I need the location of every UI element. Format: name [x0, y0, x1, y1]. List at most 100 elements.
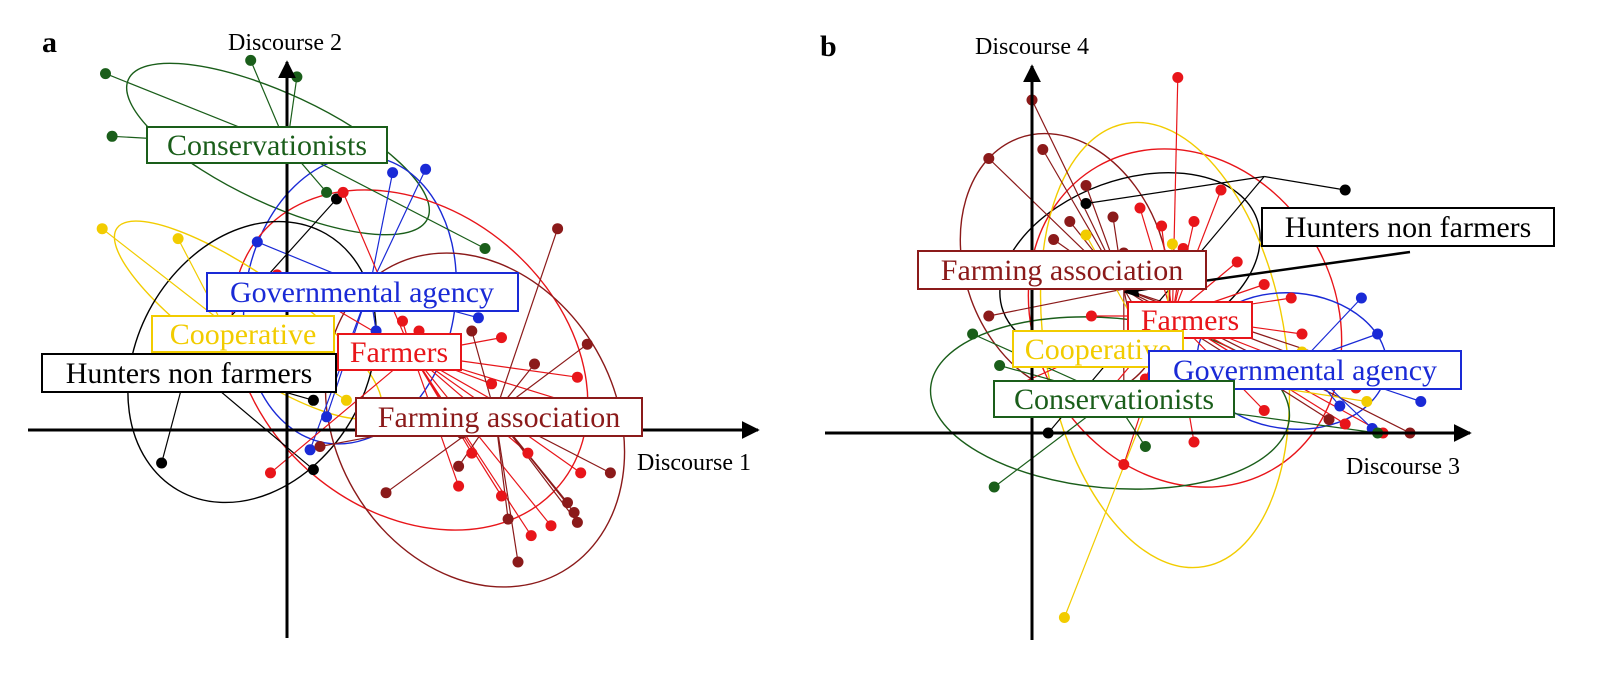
- label-text: Conservationists: [1014, 383, 1214, 416]
- panel-a-label-farming-association: Farming association: [355, 397, 643, 437]
- conservationists-point: [994, 360, 1006, 371]
- panel-b-points: [967, 72, 1427, 623]
- governmental-agency-point: [1334, 400, 1346, 412]
- label-text: Hunters non farmers: [1285, 211, 1532, 244]
- conservationists-point: [106, 130, 118, 142]
- hunters-non-farmers-spoke: [1264, 175, 1346, 191]
- farmers-point: [453, 480, 465, 492]
- label-box: [337, 333, 462, 371]
- label-box: [151, 315, 335, 353]
- panel-b: b Discourse 4 Discourse 3 Hunters non fa…: [820, 30, 1555, 640]
- conservationists-point: [100, 68, 111, 80]
- panel-b-letter: b: [820, 30, 837, 63]
- panel-b-x-axis-title: Discourse 3: [1346, 454, 1460, 480]
- label-text: Cooperative: [170, 318, 317, 351]
- hunters-ellipse: [127, 220, 377, 504]
- farmers-point: [397, 315, 408, 327]
- cooperative-point: [96, 223, 108, 235]
- panel-b-label-farming-association: Farming association: [917, 250, 1207, 290]
- label-text: Cooperative: [1025, 333, 1172, 366]
- panel-a-x-axis-title: Discourse 1: [637, 450, 751, 476]
- panel-a: a Discourse 2 Discourse 1 Conservationis…: [28, 26, 760, 638]
- cooperative-point: [340, 394, 352, 406]
- governmental-agency-point: [1415, 396, 1427, 407]
- farming-association-point: [529, 358, 540, 370]
- farmers-point: [265, 467, 276, 479]
- label-box: [917, 250, 1207, 290]
- farming-association-point: [1037, 144, 1049, 155]
- farming-association-spoke: [494, 413, 519, 563]
- panel-a-label-hunters-non-farmers: Hunters non farmers: [41, 353, 337, 393]
- panel-a-letter: a: [42, 26, 57, 59]
- farming-association-point: [1048, 234, 1060, 245]
- governmental-agency-point: [1355, 292, 1367, 304]
- label-box: [355, 397, 643, 437]
- farming-association-point: [983, 310, 995, 322]
- governmental-agency-point: [472, 312, 484, 324]
- conservationists-point: [245, 54, 257, 66]
- governmental-agency-point: [387, 167, 399, 179]
- conservationists-point: [1139, 441, 1151, 452]
- farmers-point: [466, 447, 478, 459]
- panel-a-label-cooperative: Cooperative: [151, 315, 335, 353]
- farmers-point: [571, 371, 583, 383]
- farmers-point: [545, 520, 557, 532]
- farming-association-ellipse: [324, 252, 626, 588]
- farmers-point: [1188, 216, 1200, 227]
- farming-association-point: [581, 338, 593, 350]
- farmers-point: [496, 332, 507, 344]
- hunters-non-farmers-point: [307, 464, 319, 476]
- governmental-agency-spoke: [368, 169, 427, 289]
- farming-association-point: [314, 441, 326, 452]
- governmental-agency-point: [304, 444, 316, 456]
- farming-association-point: [380, 487, 392, 499]
- label-text: Conservationists: [167, 129, 367, 162]
- label-text: Governmental agency: [230, 276, 494, 309]
- hunters-non-farmers-point: [307, 394, 319, 406]
- governmental-agency-point: [420, 163, 432, 175]
- label-text: Farmers: [350, 336, 448, 369]
- cooperative-point: [1166, 238, 1178, 250]
- panel-a-label-farmers: Farmers: [337, 333, 462, 371]
- farmers-point: [1258, 279, 1270, 290]
- farmers-point: [525, 530, 537, 542]
- farming-association-point: [568, 507, 580, 518]
- label-text: Farming association: [378, 401, 620, 434]
- label-box: [206, 272, 519, 312]
- farming-association-point: [1080, 180, 1092, 191]
- cooperative-point: [1080, 229, 1092, 241]
- label-text: Farming association: [941, 254, 1183, 287]
- farmers-point: [575, 467, 587, 479]
- label-box: [993, 380, 1235, 418]
- label-box: [146, 126, 388, 164]
- farmers-point: [522, 447, 534, 459]
- hunters-non-farmers-point: [156, 457, 168, 469]
- farming-association-spoke: [988, 288, 1124, 317]
- panel-b-label-hunters-non-farmers: Hunters non farmers: [1261, 207, 1555, 247]
- farming-association-point: [453, 460, 465, 472]
- farming-association-point: [512, 556, 524, 568]
- farmers-point: [1339, 418, 1351, 430]
- farmers-point: [1258, 405, 1270, 416]
- farming-association-point: [571, 516, 583, 528]
- cooperative-point: [172, 233, 184, 245]
- farming-association-point: [552, 223, 564, 235]
- farmers-spoke: [411, 353, 532, 536]
- conservationists-point: [479, 243, 491, 254]
- conservationists-point: [321, 186, 333, 198]
- farmers-point: [1085, 310, 1097, 322]
- governmental-agency-point: [321, 411, 333, 423]
- farmers-point: [496, 490, 507, 502]
- farmers-point: [1188, 436, 1200, 448]
- farming-association-point: [502, 513, 514, 525]
- farming-association-point: [1107, 211, 1119, 223]
- hunters-non-farmers-point: [1339, 184, 1351, 196]
- governmental-agency-point: [1372, 328, 1384, 340]
- farming-association-point: [1064, 216, 1076, 227]
- conservationists-ellipse: [929, 316, 1291, 490]
- farming-association-point: [1323, 414, 1335, 425]
- farmers-point: [1231, 256, 1243, 268]
- farmers-point: [1285, 292, 1297, 304]
- panel-a-y-axis-title: Discourse 2: [228, 30, 342, 56]
